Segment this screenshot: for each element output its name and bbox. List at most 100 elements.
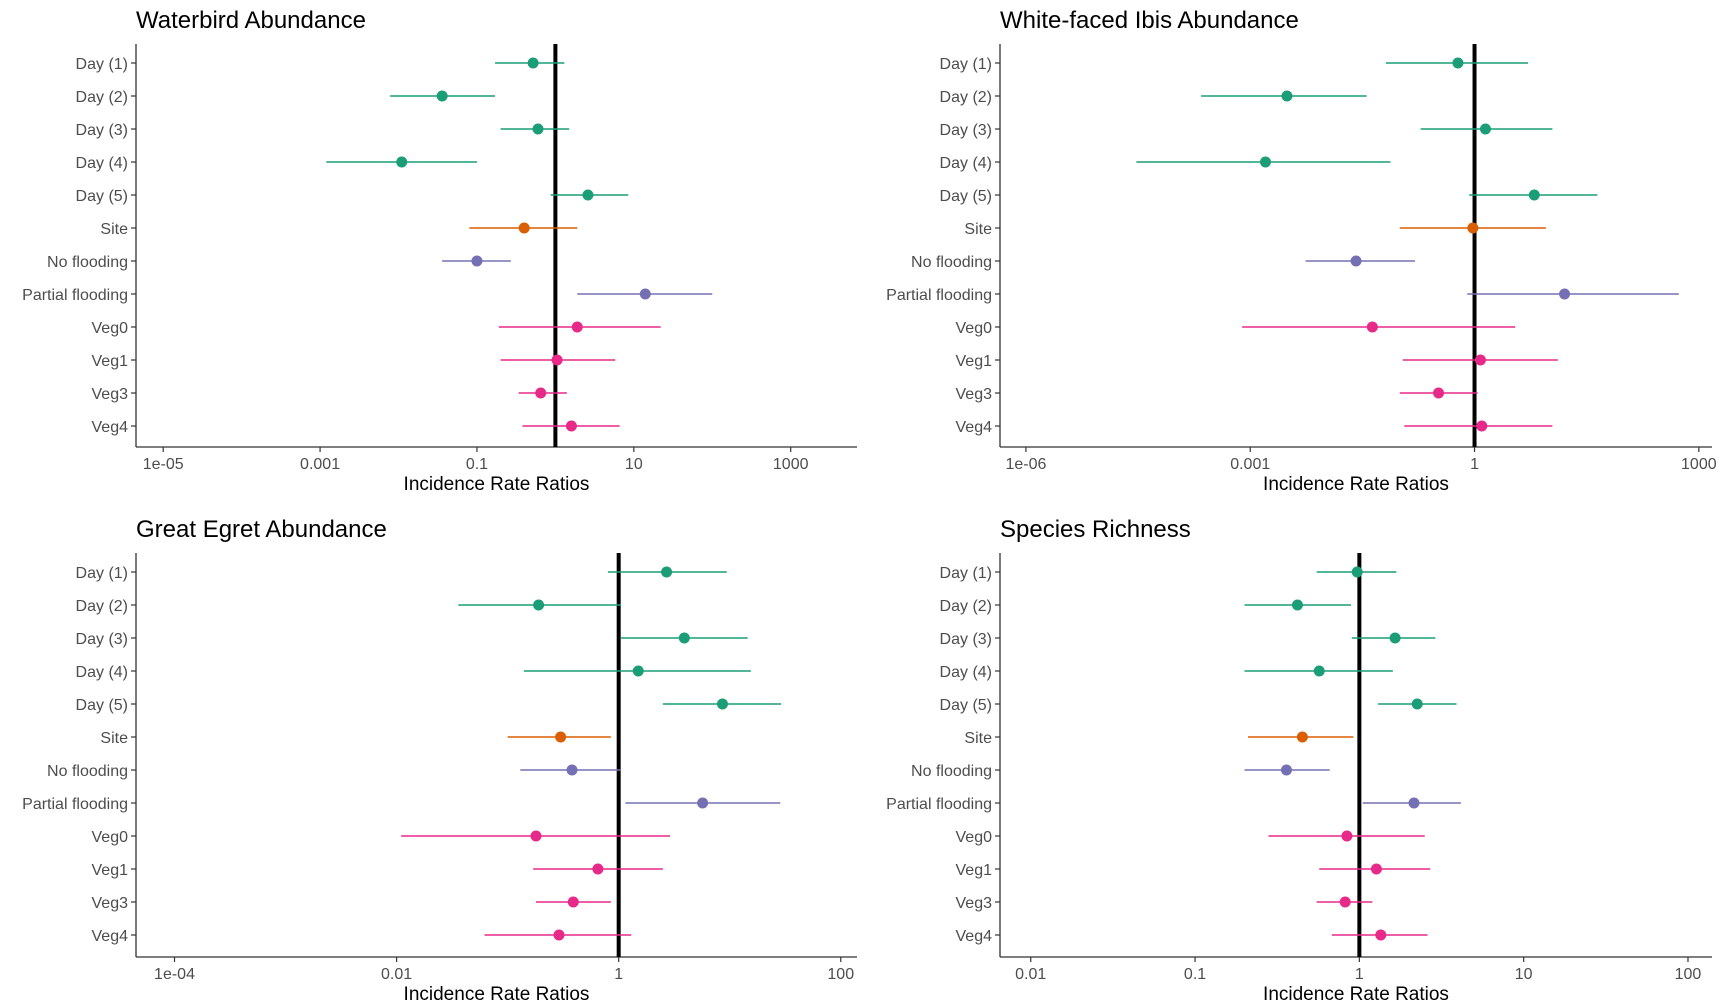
category-label: Veg0 xyxy=(956,320,993,337)
point-estimate xyxy=(661,566,673,578)
point-estimate xyxy=(1351,566,1363,578)
category-label: Day (2) xyxy=(940,598,992,615)
x-tick-label: 1 xyxy=(1355,966,1364,983)
point-estimate xyxy=(551,354,563,366)
category-label: No flooding xyxy=(47,254,128,271)
point-estimate xyxy=(716,698,728,710)
point-estimate xyxy=(1280,764,1292,776)
category-label: Day (5) xyxy=(940,697,992,714)
panel-title: Waterbird Abundance xyxy=(136,7,366,34)
x-tick-label: 1e-05 xyxy=(143,456,184,473)
category-label: Partial flooding xyxy=(886,287,992,304)
x-tick-label: 0.1 xyxy=(466,456,488,473)
category-label: Day (5) xyxy=(76,188,128,205)
x-tick-label: 1000 xyxy=(773,456,809,473)
point-estimate xyxy=(530,830,542,842)
category-label: Site xyxy=(964,730,992,747)
category-label: Veg0 xyxy=(92,829,129,846)
x-tick-label: 1e-04 xyxy=(154,966,195,983)
point-estimate xyxy=(555,731,567,743)
category-label: Day (4) xyxy=(940,155,992,172)
category-label: Day (5) xyxy=(76,697,128,714)
point-estimate xyxy=(1259,156,1271,168)
point-estimate xyxy=(535,387,547,399)
point-estimate xyxy=(1452,57,1464,69)
point-estimate xyxy=(678,632,690,644)
panel-3: Great Egret Abundance 1e-04 0.01 1 100 Incide… xyxy=(22,516,857,1005)
category-label: Veg1 xyxy=(92,862,129,879)
point-estimate xyxy=(553,929,565,941)
category-label: Day (3) xyxy=(76,631,128,648)
x-tick-label: 0.01 xyxy=(381,966,412,983)
category-label: Veg0 xyxy=(92,320,129,337)
category-label: Site xyxy=(100,221,128,238)
category-label: Veg4 xyxy=(92,419,129,436)
x-tick-label: 100 xyxy=(1675,966,1702,983)
point-estimate xyxy=(533,599,545,611)
point-estimate xyxy=(1296,731,1308,743)
x-axis-title: Incidence Rate Ratios xyxy=(404,984,590,1005)
x-tick-label: 1e-06 xyxy=(1005,456,1046,473)
point-estimate xyxy=(396,156,408,168)
point-estimate xyxy=(1313,665,1325,677)
x-tick-label: 1 xyxy=(614,966,623,983)
point-estimate xyxy=(1474,354,1486,366)
category-label: Day (4) xyxy=(940,664,992,681)
point-estimate xyxy=(518,222,530,234)
x-tick-label: 0.01 xyxy=(1015,966,1046,983)
category-label: Day (3) xyxy=(76,122,128,139)
point-estimate xyxy=(1389,632,1401,644)
point-estimate xyxy=(1350,255,1362,267)
category-label: Day (1) xyxy=(940,565,992,582)
point-estimate xyxy=(471,255,483,267)
point-estimate xyxy=(1366,321,1378,333)
category-label: No flooding xyxy=(911,763,992,780)
category-label: Partial flooding xyxy=(886,796,992,813)
point-estimate xyxy=(697,797,709,809)
category-label: Site xyxy=(100,730,128,747)
x-axis-title: Incidence Rate Ratios xyxy=(1263,474,1449,495)
point-estimate xyxy=(566,764,578,776)
x-tick-label: 0.001 xyxy=(1230,456,1270,473)
point-estimate xyxy=(1467,222,1479,234)
point-estimate xyxy=(1281,90,1293,102)
x-axis-title: Incidence Rate Ratios xyxy=(404,474,590,495)
category-label: Veg4 xyxy=(956,419,993,436)
category-label: Day (3) xyxy=(940,631,992,648)
panel-title: White-faced Ibis Abundance xyxy=(1000,7,1299,34)
panel-title: Species Richness xyxy=(1000,516,1191,543)
category-label: Partial flooding xyxy=(22,287,128,304)
x-tick-label: 100 xyxy=(827,966,854,983)
panel-2: White-faced Ibis Abundance 1e-06 0.001 1 100… xyxy=(886,7,1717,495)
point-estimate xyxy=(1433,387,1445,399)
category-label: Partial flooding xyxy=(22,796,128,813)
category-label: Day (3) xyxy=(940,122,992,139)
panel-1: Waterbird Abundance 1e-05 0.001 0.1 10 1000 In… xyxy=(22,7,857,495)
point-estimate xyxy=(1370,863,1382,875)
point-estimate xyxy=(1479,123,1491,135)
x-tick-label: 10 xyxy=(1515,966,1533,983)
category-label: Day (5) xyxy=(940,188,992,205)
x-tick-label: 0.1 xyxy=(1184,966,1206,983)
category-label: Veg4 xyxy=(956,928,993,945)
category-label: Day (2) xyxy=(76,598,128,615)
point-estimate xyxy=(436,90,448,102)
category-label: Day (4) xyxy=(76,155,128,172)
point-estimate xyxy=(1559,288,1571,300)
category-label: Veg1 xyxy=(956,862,993,879)
category-label: Veg3 xyxy=(956,386,993,403)
point-estimate xyxy=(1476,420,1488,432)
category-label: Veg3 xyxy=(92,386,129,403)
category-label: Veg0 xyxy=(956,829,993,846)
category-label: Day (1) xyxy=(940,56,992,73)
point-estimate xyxy=(632,665,644,677)
panel-4: Species Richness 0.01 0.1 1 10 100 Incidence R… xyxy=(886,516,1712,1005)
point-estimate xyxy=(1339,896,1351,908)
category-label: Veg1 xyxy=(956,353,993,370)
x-tick-label: 0.001 xyxy=(300,456,340,473)
category-label: Site xyxy=(964,221,992,238)
category-label: Day (1) xyxy=(76,565,128,582)
x-tick-label: 1 xyxy=(1470,456,1479,473)
